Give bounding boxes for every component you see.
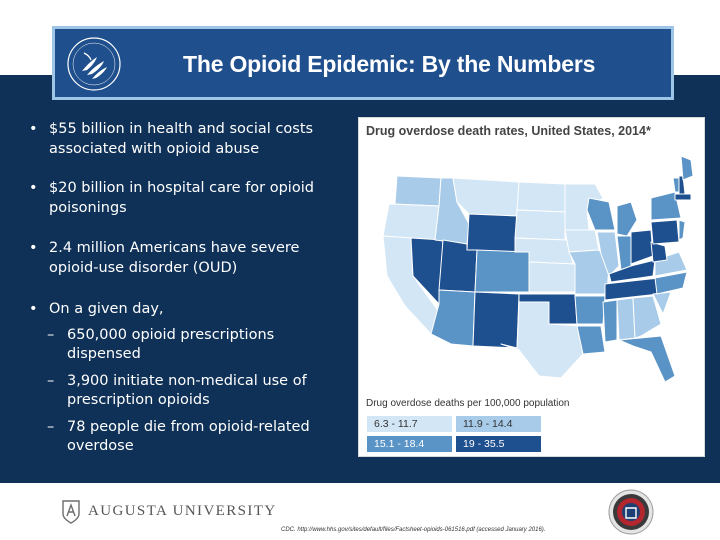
map-state-wy [466, 213, 518, 253]
map-state-or [382, 203, 440, 241]
legend-item: 11.9 - 14.4 [456, 416, 541, 432]
map-legend: 6.3 - 11.7 11.9 - 14.4 15.1 - 18.4 19 - 35.… [367, 416, 547, 452]
map-state-co [474, 249, 530, 293]
bullet-item: • $20 billion in hospital care for opioi… [26, 179, 346, 218]
bullet-dot-icon: • [29, 121, 38, 137]
map-state-ms [602, 299, 618, 343]
bullet-text: $55 billion in health and social costs [49, 121, 314, 137]
bullet-text: opioid-use disorder (OUD) [49, 259, 238, 276]
map-state-pa [650, 219, 680, 245]
bullet-text: 2.4 million Americans have severe [49, 240, 300, 256]
map-state-mt [452, 177, 520, 217]
institution-name: AUGUSTA UNIVERSITY [88, 503, 277, 519]
map-state-sd [514, 209, 566, 241]
map-state-wv [650, 241, 668, 263]
bullet-item: • 2.4 million Americans have severe opio… [26, 239, 346, 278]
map-state-ia [564, 229, 600, 253]
map-state-ar [574, 295, 606, 325]
title-banner: The Opioid Epidemic: By the Numbers [52, 26, 674, 100]
map-state-nm [472, 291, 520, 349]
bullet-text: $20 billion in hospital care for opioid [49, 180, 314, 196]
sub-bullet-text: dispensed [67, 346, 141, 362]
map-state-ma [674, 193, 692, 201]
map-state-mi [616, 201, 638, 237]
legend-item: 15.1 - 18.4 [367, 436, 452, 452]
university-shield-icon [62, 500, 80, 524]
map-state-nd [516, 181, 566, 213]
map-state-wi [586, 197, 616, 231]
map-state-wa [394, 175, 442, 207]
map-state-la [576, 325, 606, 355]
circular-seal-icon [608, 489, 654, 535]
legend-title: Drug overdose deaths per 100,000 populat… [366, 398, 570, 409]
sub-bullet-text: prescription opioids [67, 392, 210, 408]
sub-bullet-item: – 650,000 opioid prescriptions dispensed [26, 326, 346, 365]
map-title: Drug overdose death rates, United States… [366, 124, 651, 138]
map-state-nc [654, 271, 688, 295]
sub-bullet-text: 78 people die from opioid-related [67, 418, 310, 435]
bullet-text: associated with opioid abuse [49, 140, 260, 157]
bullet-text: On a given day, [49, 301, 164, 317]
overdose-map-card: Drug overdose death rates, United States… [358, 117, 705, 457]
dash-icon: – [47, 326, 55, 343]
dash-icon: – [47, 372, 55, 389]
bullet-dot-icon: • [29, 301, 38, 317]
map-state-me [680, 155, 694, 181]
map-state-il [596, 231, 620, 277]
map-state-oh [630, 229, 654, 265]
map-state-ky [608, 259, 656, 283]
map-state-fl [618, 335, 676, 383]
sub-bullet-item: – 3,900 initiate non-medical use of pres… [26, 372, 346, 411]
dash-icon: – [47, 418, 55, 435]
citation: CDC. http://www.hhs.gov/sites/default/fi… [281, 527, 546, 533]
bullet-dot-icon: • [29, 240, 38, 256]
sub-bullet-item: – 78 people die from opioid-related over… [26, 418, 346, 457]
map-state-al [616, 297, 636, 341]
bullet-item: • $55 billion in health and social costs… [26, 120, 346, 159]
bullet-dot-icon: • [29, 180, 38, 196]
bullet-text: poisonings [49, 199, 127, 216]
bullet-list: • $55 billion in health and social costs… [26, 120, 346, 457]
sub-bullet-text: overdose [67, 438, 134, 454]
map-state-vt [672, 177, 680, 193]
page-title: The Opioid Epidemic: By the Numbers [183, 51, 596, 77]
sub-bullet-text: 650,000 opioid prescriptions [67, 326, 275, 343]
map-state-nj [678, 219, 686, 241]
map-state-ga [632, 295, 662, 339]
legend-item: 19 - 35.5 [456, 436, 541, 452]
map-state-ny [650, 191, 682, 221]
us-choropleth-map [382, 155, 694, 383]
map-state-tx [500, 301, 584, 379]
map-state-ks [528, 261, 576, 293]
bullet-item: • On a given day, [26, 300, 346, 320]
sub-bullet-text: 3,900 initiate non-medical use of [67, 372, 307, 389]
hhs-eagle-icon [67, 37, 121, 91]
legend-item: 6.3 - 11.7 [367, 416, 452, 432]
